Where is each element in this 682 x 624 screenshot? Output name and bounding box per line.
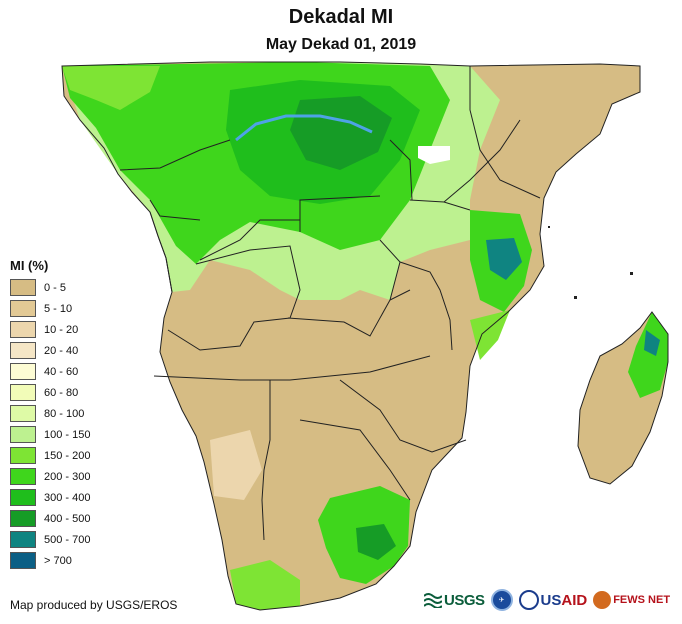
legend-item: 300 - 400 <box>10 487 90 508</box>
legend-swatch <box>10 342 36 359</box>
legend-swatch <box>10 531 36 548</box>
legend-item: 60 - 80 <box>10 382 90 403</box>
legend-label: > 700 <box>44 554 72 567</box>
light-sand-namibia <box>210 430 262 500</box>
legend-swatch <box>10 363 36 380</box>
legend-item: > 700 <box>10 550 90 571</box>
credit-text: Map produced by USGS/EROS <box>10 598 178 612</box>
legend-swatch <box>10 489 36 506</box>
legend-item: 400 - 500 <box>10 508 90 529</box>
madagascar-wet <box>628 312 668 398</box>
usaid-logo: USAID <box>518 590 588 610</box>
usaid-logo-text-aid: AID <box>561 591 588 609</box>
dark-green-lesotho <box>356 524 396 560</box>
island-mauritius <box>548 226 550 228</box>
fews-logo-text: FEWS NET <box>613 594 671 606</box>
legend-label: 10 - 20 <box>44 323 79 336</box>
legend-label: 0 - 5 <box>44 281 67 294</box>
usaid-seal-icon <box>518 590 539 610</box>
legend-item: 500 - 700 <box>10 529 90 550</box>
map-title: Dekadal MI <box>288 6 394 28</box>
legend-label: 300 - 400 <box>44 491 91 504</box>
noaa-logo-icon: ✈ <box>490 589 513 611</box>
legend-item: 100 - 150 <box>10 424 90 445</box>
coastline <box>61 61 641 611</box>
legend-swatch <box>10 321 36 338</box>
legend-label: 100 - 150 <box>44 428 91 441</box>
legend-label: 80 - 100 <box>44 407 85 420</box>
green-mozambique <box>470 310 510 360</box>
fews-net-logo: FEWS NET <box>593 591 670 609</box>
green-west-coast <box>62 66 160 110</box>
legend-label: 60 - 80 <box>44 386 79 399</box>
usgs-logo: USGS <box>424 592 485 609</box>
map-legend: MI (%) 0 - 5 5 - 10 10 - 20 20 - 40 40 - 60 6… <box>10 258 90 571</box>
legend-swatch <box>10 510 36 527</box>
legend-label: 20 - 40 <box>44 344 79 357</box>
legend-label: 200 - 300 <box>44 470 91 483</box>
map-subtitle: May Dekad 01, 2019 <box>265 36 417 53</box>
legend-label: 5 - 10 <box>44 302 73 315</box>
partner-logos: USGS ✈ USAID FEWS NET <box>424 580 676 620</box>
legend-item: 20 - 40 <box>10 340 90 361</box>
legend-swatch <box>10 552 36 569</box>
legend-swatch <box>10 447 36 464</box>
legend-swatch <box>10 426 36 443</box>
legend-swatch <box>10 468 36 485</box>
legend-item: 0 - 5 <box>10 277 90 298</box>
legend-swatch <box>10 405 36 422</box>
madagascar-blue <box>644 330 660 356</box>
green-cape <box>230 560 300 610</box>
legend-title: MI (%) <box>10 258 49 273</box>
lake-victoria <box>418 146 450 164</box>
madagascar-outline <box>577 311 669 485</box>
legend-item: 5 - 10 <box>10 298 90 319</box>
legend-item: 150 - 200 <box>10 445 90 466</box>
legend-item: 80 - 100 <box>10 403 90 424</box>
congo-river <box>235 114 373 142</box>
island-comoros <box>574 296 577 299</box>
legend-swatch <box>10 300 36 317</box>
usaid-logo-text-us: US <box>540 591 562 609</box>
usgs-logo-text: USGS <box>444 591 485 609</box>
legend-swatch <box>10 384 36 401</box>
fews-seal-icon <box>593 591 612 609</box>
usgs-wave-icon <box>424 593 442 608</box>
blue-east-patch <box>486 238 522 280</box>
legend-swatch <box>10 279 36 296</box>
island-seychelles <box>630 272 633 275</box>
legend-label: 500 - 700 <box>44 533 91 546</box>
legend-label: 150 - 200 <box>44 449 91 462</box>
legend-item: 40 - 60 <box>10 361 90 382</box>
legend-item: 10 - 20 <box>10 319 90 340</box>
legend-item: 200 - 300 <box>10 466 90 487</box>
legend-label: 400 - 500 <box>44 512 91 525</box>
legend-label: 40 - 60 <box>44 365 79 378</box>
